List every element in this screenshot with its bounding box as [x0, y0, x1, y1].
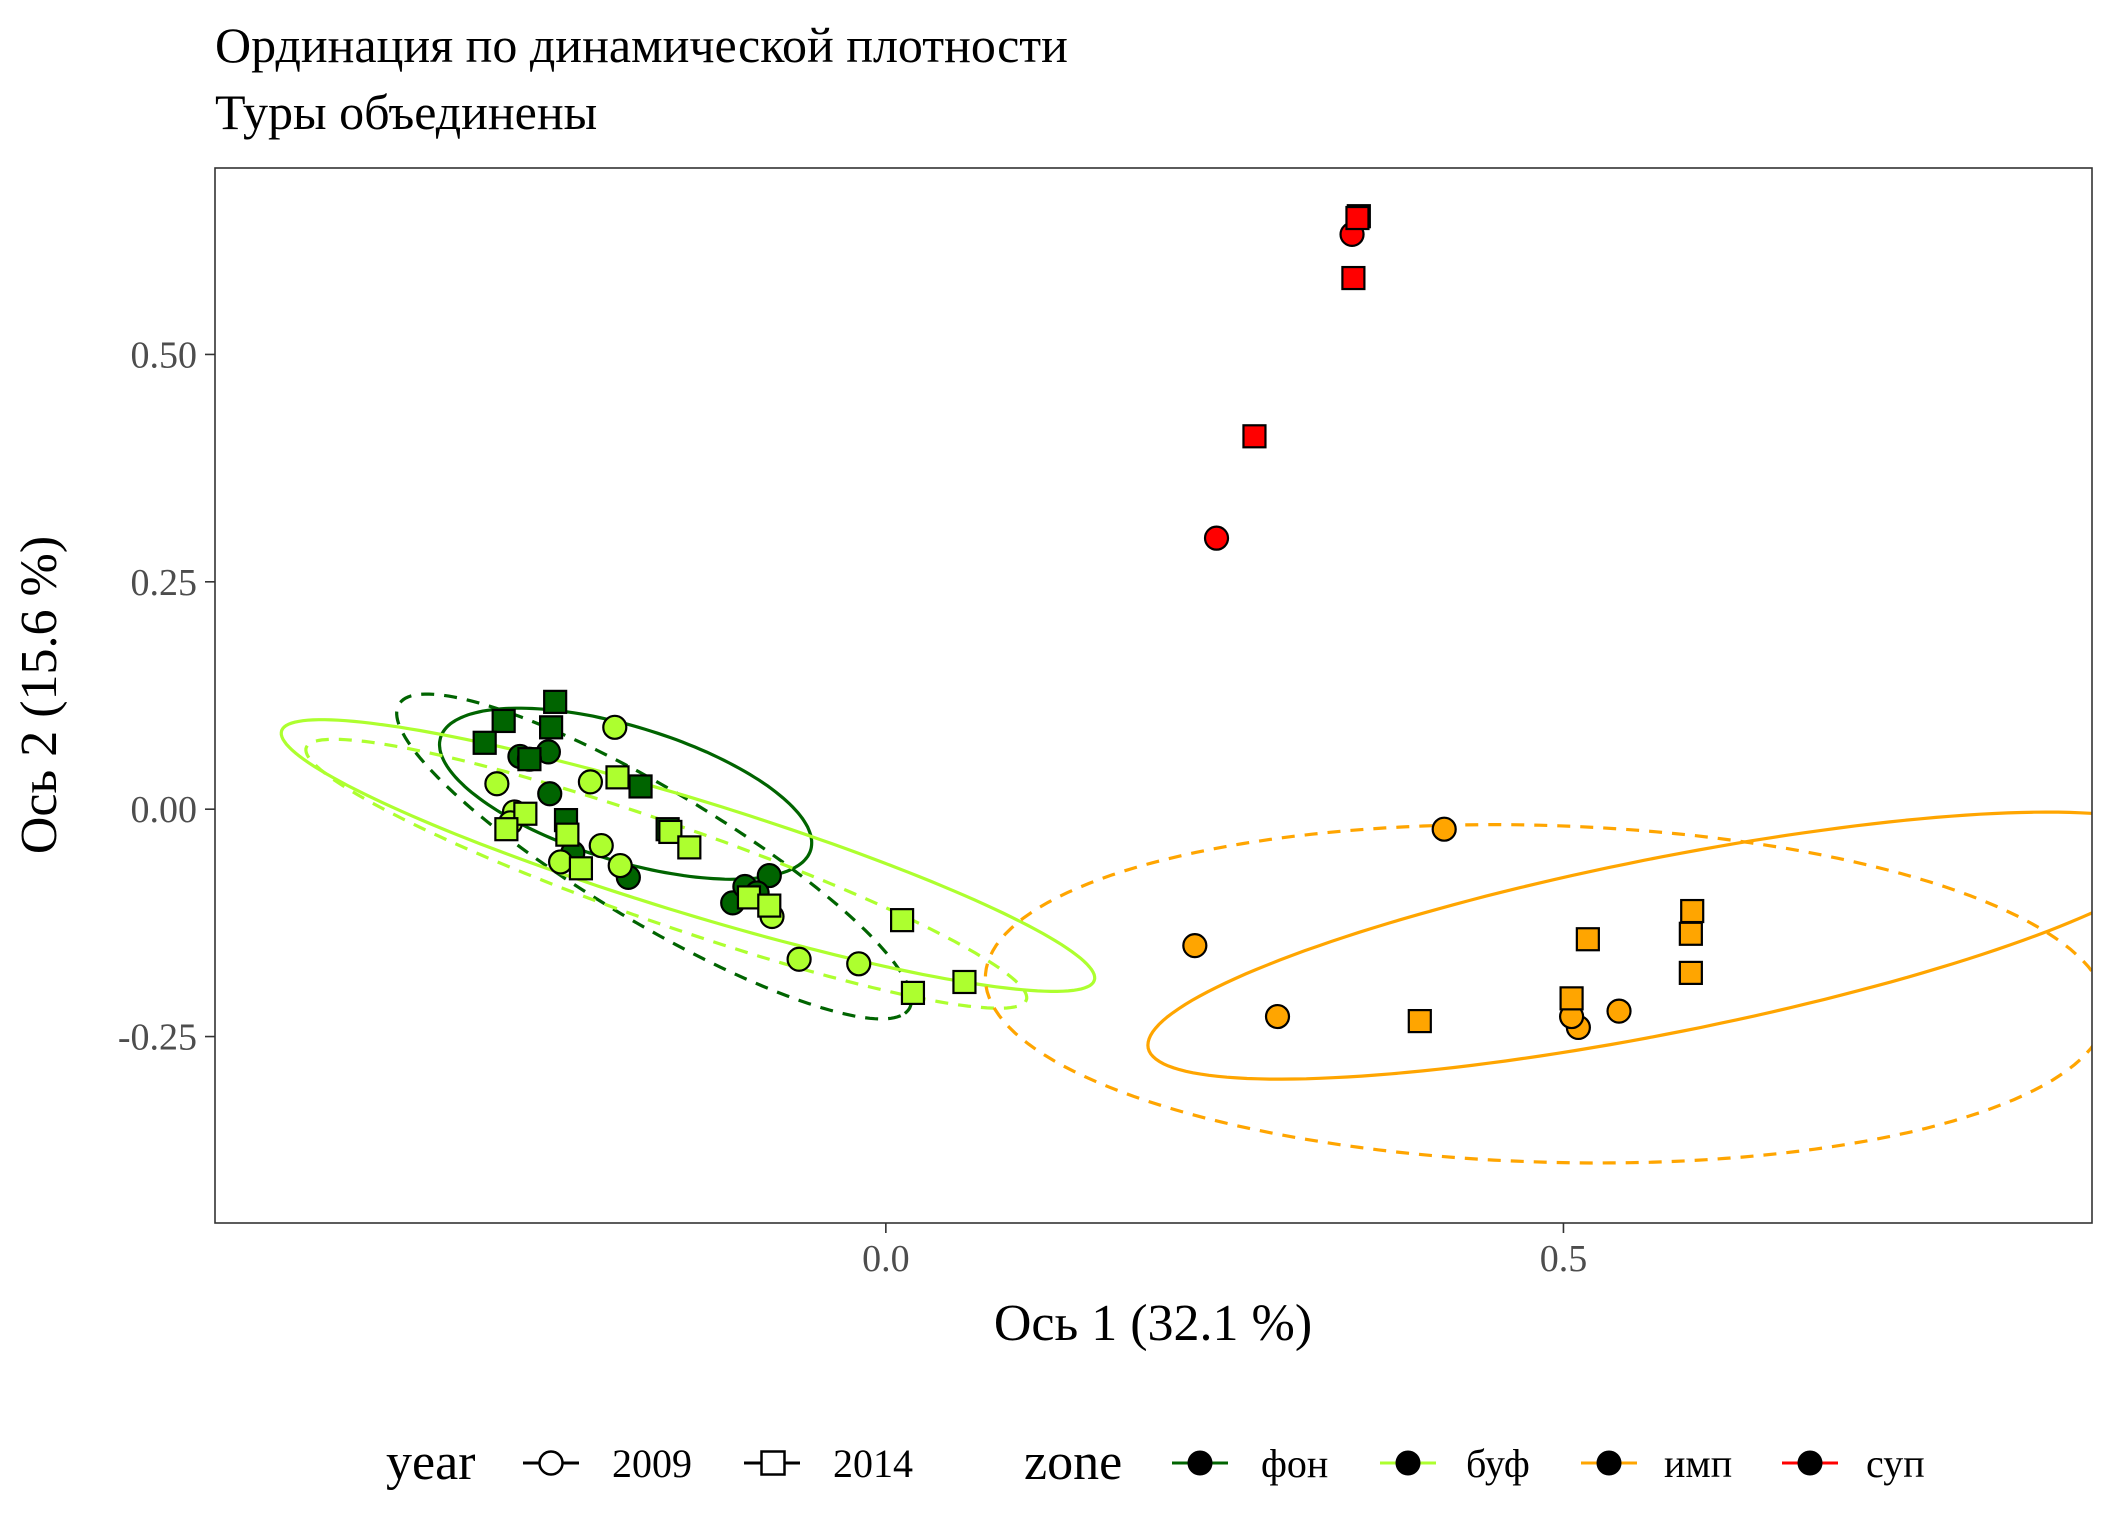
y-tick-label: 0.25 — [131, 562, 198, 604]
point-буф-2014 — [555, 822, 580, 847]
point-фон-2014 — [472, 730, 497, 755]
point-суп-2009 — [1203, 525, 1230, 551]
legend-year-title: year — [386, 1434, 475, 1491]
point-буф-2014 — [736, 885, 762, 910]
point-имп-2009 — [1264, 1003, 1291, 1030]
legend: year 2009 2014 zone фон буф имп — [386, 1434, 1925, 1491]
legend-zone-item-buf: буф — [1380, 1441, 1530, 1486]
legend-key-circle — [1596, 1450, 1622, 1476]
point-имп-2014 — [1678, 960, 1703, 985]
point-фон-2014 — [517, 747, 542, 772]
point-буф-2009 — [577, 769, 604, 795]
chart-subtitle: Туры объединены — [215, 84, 597, 140]
point-суп-2014 — [1242, 424, 1267, 449]
ellipse-имп-2014 — [983, 822, 2092, 1165]
point-суп-2014 — [1341, 265, 1366, 291]
x-tick-label: 0.5 — [1540, 1238, 1588, 1280]
legend-key-circle — [1395, 1450, 1421, 1476]
point-имп-2009 — [1431, 816, 1457, 842]
point-буф-2014 — [677, 835, 702, 860]
point-суп-2014 — [1345, 205, 1370, 231]
x-axis: 0.0 0.5 — [862, 1223, 1587, 1280]
legend-zone-title: zone — [1024, 1434, 1122, 1491]
point-имп-2014 — [1680, 898, 1705, 924]
point-фон-2009 — [537, 781, 563, 807]
point-буф-2014 — [890, 908, 915, 933]
point-буф-2014 — [494, 817, 519, 842]
point-буф-2009 — [547, 849, 574, 875]
y-tick-label: 0.00 — [131, 789, 198, 831]
point-фон-2014 — [628, 774, 653, 799]
point-буф-2014 — [757, 893, 782, 918]
point-буф-2009 — [484, 771, 510, 797]
legend-key-circle — [1797, 1450, 1823, 1476]
legend-zone-item-sup: суп — [1782, 1441, 1925, 1486]
point-фон-2014 — [543, 689, 568, 714]
plot-panel-border — [214, 167, 2093, 1224]
legend-year-item-2014: 2014 — [744, 1441, 913, 1486]
point-буф-2009 — [846, 951, 872, 977]
ellipse-фон-2009 — [437, 706, 814, 881]
legend-zone-item-imp: имп — [1581, 1441, 1732, 1486]
point-буф-2014 — [952, 969, 977, 995]
point-имп-2014 — [1559, 986, 1584, 1011]
point-имп-2014 — [1575, 927, 1600, 952]
y-axis: 0.50 0.25 0.00 -0.25 — [118, 334, 215, 1059]
legend-zone-label: имп — [1664, 1441, 1732, 1486]
x-tick-label: 0.0 — [862, 1238, 910, 1280]
ellipse-имп-2009 — [1146, 810, 2092, 1081]
point-буф-2014 — [513, 801, 538, 826]
point-фон-2014 — [491, 708, 516, 734]
y-axis-title: Ось 2 (15.6 %) — [11, 536, 68, 854]
point-имп-2014 — [1678, 921, 1703, 946]
y-tick-label: -0.25 — [118, 1017, 197, 1059]
legend-zone-item-fon: фон — [1172, 1441, 1328, 1486]
point-буф-2009 — [602, 714, 628, 740]
legend-key-circle — [538, 1450, 564, 1476]
point-имп-2014 — [1407, 1008, 1432, 1034]
legend-key-circle — [1187, 1450, 1213, 1476]
y-tick-label: 0.50 — [131, 334, 198, 376]
legend-zone-label: суп — [1866, 1441, 1925, 1486]
point-буф-2014 — [658, 819, 683, 845]
point-буф-2014 — [900, 980, 926, 1006]
chart-title: Ординация по динамической плотности — [215, 17, 1068, 73]
legend-zone-label: фон — [1261, 1441, 1328, 1486]
point-имп-2009 — [1606, 998, 1632, 1024]
point-буф-2014 — [605, 765, 630, 790]
x-axis-title: Ось 1 (32.1 %) — [994, 1295, 1312, 1352]
legend-zone-label: буф — [1466, 1441, 1530, 1486]
point-буф-2009 — [588, 832, 614, 859]
point-буф-2009 — [607, 852, 633, 879]
point-имп-2009 — [1182, 933, 1208, 959]
legend-year-label: 2009 — [612, 1441, 692, 1486]
legend-year-item-2009: 2009 — [523, 1441, 692, 1486]
point-буф-2009 — [786, 946, 812, 972]
data-points — [472, 204, 1705, 1041]
ellipse-фон-2014 — [395, 692, 914, 1021]
ellipse-буф-2014 — [304, 737, 1029, 1010]
point-фон-2014 — [538, 715, 564, 740]
point-буф-2014 — [568, 856, 594, 881]
legend-year-label: 2014 — [833, 1441, 913, 1486]
point-фон-2009 — [756, 862, 782, 889]
legend-key-square — [760, 1450, 786, 1476]
